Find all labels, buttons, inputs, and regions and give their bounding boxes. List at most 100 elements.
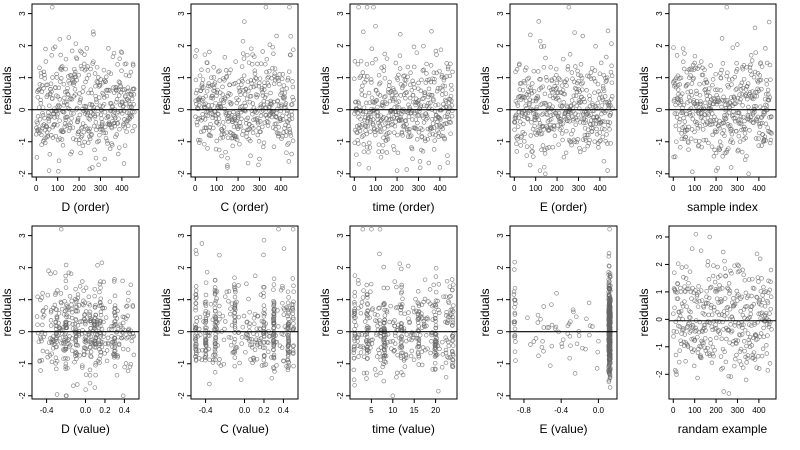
data-point xyxy=(728,95,734,100)
data-point xyxy=(381,115,386,120)
data-point xyxy=(436,307,441,313)
data-point xyxy=(364,376,369,381)
data-point xyxy=(92,385,98,390)
data-point xyxy=(364,4,370,10)
data-points xyxy=(352,4,455,173)
data-point xyxy=(237,360,242,366)
data-point xyxy=(569,70,575,75)
data-point xyxy=(399,339,404,344)
data-point xyxy=(701,81,707,86)
data-point xyxy=(608,111,614,116)
data-point xyxy=(261,314,267,319)
data-point xyxy=(404,121,409,127)
data-point xyxy=(123,316,129,321)
data-point xyxy=(260,124,265,130)
data-point xyxy=(193,322,198,328)
data-point xyxy=(71,82,76,87)
data-point xyxy=(288,130,293,136)
data-point xyxy=(682,51,687,56)
data-point xyxy=(247,309,252,315)
data-point xyxy=(733,87,739,92)
data-point xyxy=(559,104,565,109)
data-point xyxy=(94,64,100,70)
data-point xyxy=(440,88,445,93)
data-point xyxy=(765,87,771,93)
data-point xyxy=(685,89,691,95)
data-point xyxy=(746,315,751,321)
data-point xyxy=(71,136,76,141)
data-point xyxy=(261,87,267,92)
data-point xyxy=(414,137,420,142)
data-point xyxy=(768,306,773,312)
data-point xyxy=(251,315,257,321)
data-point xyxy=(63,364,68,369)
data-point xyxy=(711,101,716,107)
data-point xyxy=(574,103,579,108)
data-point xyxy=(610,106,615,111)
data-point xyxy=(739,332,745,337)
data-point xyxy=(57,36,63,42)
data-point xyxy=(443,121,448,126)
data-point xyxy=(232,355,238,360)
data-point xyxy=(122,364,127,370)
data-point xyxy=(678,289,684,294)
data-point xyxy=(73,339,78,344)
data-point xyxy=(36,339,42,345)
data-point xyxy=(248,85,253,90)
data-point xyxy=(450,364,455,369)
data-point xyxy=(83,335,88,340)
data-point xyxy=(219,132,225,137)
data-point xyxy=(427,132,433,138)
data-point xyxy=(74,298,79,303)
data-point xyxy=(368,117,373,123)
data-point xyxy=(580,87,585,92)
data-point xyxy=(250,360,255,366)
data-point xyxy=(68,120,73,126)
data-point xyxy=(393,60,399,66)
data-point xyxy=(390,339,396,344)
data-point xyxy=(410,156,415,162)
data-point xyxy=(256,83,262,89)
data-point xyxy=(61,110,67,115)
data-point xyxy=(87,166,93,172)
data-point xyxy=(193,305,198,310)
data-point xyxy=(593,44,598,49)
data-point xyxy=(224,116,230,122)
data-point xyxy=(586,140,592,146)
data-point xyxy=(94,99,99,105)
data-point xyxy=(262,345,268,351)
y-axis-label: residuals xyxy=(637,288,651,336)
data-point xyxy=(576,78,581,84)
data-point xyxy=(367,100,372,105)
data-point xyxy=(365,301,370,306)
data-point xyxy=(35,330,41,336)
y-axis-label: residuals xyxy=(318,66,332,114)
data-point xyxy=(272,66,278,71)
data-point xyxy=(253,83,259,89)
data-point xyxy=(726,84,731,90)
data-point xyxy=(714,101,720,107)
data-point xyxy=(46,113,51,119)
y-tick-label: 3 xyxy=(18,233,27,238)
data-point xyxy=(408,353,414,359)
data-point xyxy=(112,115,118,121)
data-point xyxy=(197,137,203,143)
data-point xyxy=(677,348,682,353)
data-point xyxy=(114,87,119,93)
data-point xyxy=(63,334,68,340)
data-point xyxy=(207,49,212,55)
data-point xyxy=(82,312,87,318)
data-point xyxy=(401,358,407,363)
data-point xyxy=(540,123,546,129)
data-point xyxy=(710,132,715,138)
data-point xyxy=(673,289,678,295)
data-point xyxy=(606,370,612,376)
data-point xyxy=(208,133,214,139)
data-point xyxy=(112,355,117,360)
data-point xyxy=(281,358,286,364)
data-point xyxy=(579,116,585,121)
data-point xyxy=(363,124,369,129)
data-point xyxy=(752,109,757,115)
data-point xyxy=(360,111,365,117)
data-point xyxy=(556,76,562,81)
